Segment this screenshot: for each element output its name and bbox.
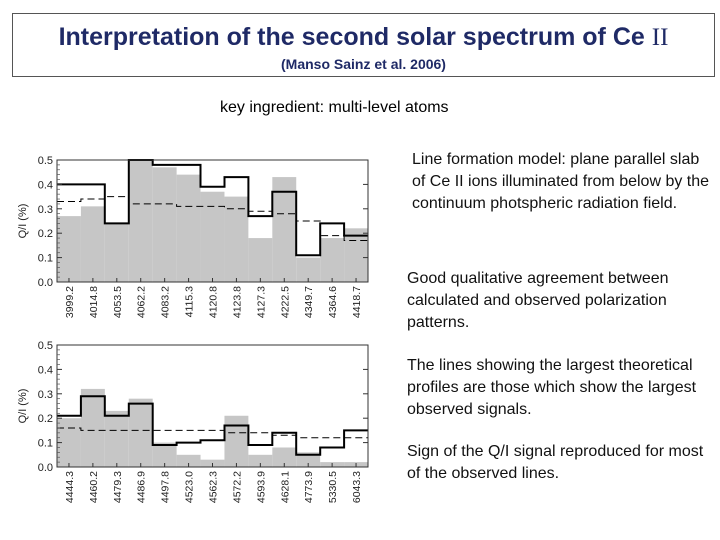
top-chart-observed-bar [272, 177, 297, 282]
top-chart-y-tick-label: 0.1 [38, 253, 53, 265]
top-chart-observed-bar [152, 167, 177, 282]
bottom-chart-y-tick-label: 0.0 [38, 462, 53, 474]
bottom-chart-y-tick-label: 0.2 [38, 413, 53, 425]
bottom-chart-x-tick-label: 4486.9 [136, 471, 148, 503]
bottom-chart-observed-bar [272, 447, 297, 467]
top-chart-x-tick-label: 4083.2 [160, 286, 172, 318]
bottom-chart-x-tick-label: 4479.3 [112, 471, 124, 503]
top-chart-theory-solid-line [57, 159, 368, 257]
bottom-chart-x-tick-label: 4593.9 [255, 471, 267, 503]
top-chart-x-tick-label: 4222.5 [279, 286, 291, 318]
top-chart-x-tick-label: 4364.6 [327, 286, 339, 318]
bottom-chart-observed-bar [248, 454, 273, 467]
top-chart-x-tick-label: 4127.3 [255, 286, 267, 318]
page-title-text: Interpretation of the second solar spect… [58, 23, 645, 51]
bottom-chart-observed-bar [104, 410, 129, 467]
top-chart-observed-bar [344, 228, 368, 282]
bottom-chart-observed-bar [296, 452, 321, 467]
bottom-chart-y-tick-label: 0.4 [38, 364, 53, 376]
bottom-chart-x-tick-label: 4460.2 [88, 471, 100, 503]
top-chart-observed-bar [224, 196, 249, 282]
top-chart-y-tick-label: 0.5 [38, 155, 53, 167]
bottom-chart-observed-bar [80, 388, 105, 467]
bottom-chart-observed-bar [57, 418, 81, 467]
page-title: Interpretation of the second solar spect… [13, 23, 714, 52]
bottom-chart-y-tick-label: 0.3 [38, 389, 53, 401]
bottom-chart-y-axis-label: Q/I (%) [17, 389, 29, 424]
top-chart-observed-bar [200, 191, 225, 282]
largest-signals-paragraph: The lines showing the largest theoretica… [407, 357, 697, 418]
top-chart-x-tick-label: 4115.3 [184, 286, 196, 317]
top-chart-observed-bar [57, 216, 81, 282]
top-chart-x-tick-label: 4062.2 [136, 286, 148, 318]
top-chart-y-tick-label: 0.4 [38, 179, 53, 191]
top-chart-observed-bar [104, 223, 129, 282]
bottom-chart-x-tick-label: 6043.3 [351, 471, 363, 503]
bottom-chart-observed-bar [176, 454, 201, 467]
top-chart-y-tick-label: 0.2 [38, 228, 53, 240]
key-ingredient-text: key ingredient: multi-level atoms [220, 99, 449, 116]
top-chart-y-axis-label: Q/I (%) [17, 204, 29, 239]
bottom-chart-x-tick-label: 4572.2 [231, 471, 243, 503]
bottom-chart-x-tick-label: 4444.3 [64, 471, 76, 503]
model-paragraph: Line formation model: plane parallel sla… [412, 151, 710, 212]
bottom-chart-x-tick-label: 4497.8 [160, 471, 172, 503]
sign-paragraph: Sign of the Q/I signal reproduced for mo… [407, 443, 704, 482]
bottom-chart-y-tick-label: 0.5 [38, 340, 53, 352]
top-chart-observed-bar [128, 160, 153, 282]
bottom-chart-observed-bar [152, 442, 177, 467]
chart-top: 0.0 0.1 0.2 0.3 0.4 0.5 Q/I (%) 3999.2 4014.8 405… [17, 155, 369, 318]
top-chart-y-tick-label: 0.0 [38, 277, 53, 289]
top-chart-observed-bar [296, 257, 321, 282]
top-chart-observed-bar [320, 238, 345, 282]
top-chart-x-tick-label: 4014.8 [88, 286, 100, 318]
bottom-chart-observed-bar [224, 415, 249, 467]
bottom-chart-x-tick-label: 4773.9 [303, 471, 315, 503]
top-chart-observed-bar [248, 238, 273, 282]
page-subtitle: (Manso Sainz et al. 2006) [281, 56, 446, 72]
top-chart-observed-bar [80, 206, 105, 282]
agreement-paragraph: Good qualitative agreement between calcu… [407, 270, 669, 331]
top-chart-x-tick-label: 4120.8 [208, 286, 220, 318]
bottom-chart-x-tick-label: 4523.0 [184, 471, 196, 503]
top-chart-x-tick-label: 4053.5 [112, 286, 124, 318]
top-chart-observed-bar [176, 174, 201, 282]
bottom-chart-observed-bar [128, 398, 153, 467]
bottom-chart-x-tick-label: 4562.3 [208, 471, 220, 503]
top-chart-y-tick-label: 0.3 [38, 204, 53, 216]
chart-bottom: 0.0 0.1 0.2 0.3 0.4 0.5 Q/I (%) 4444.3 4460.2 447… [17, 340, 369, 503]
top-chart-x-tick-label: 4349.7 [303, 286, 315, 318]
bottom-chart-theory-solid-line [57, 395, 368, 456]
bottom-chart-y-tick-label: 0.1 [38, 438, 53, 450]
title-box: Interpretation of the second solar spect… [12, 13, 715, 77]
top-chart-x-tick-label: 3999.2 [64, 286, 76, 318]
bottom-chart-x-tick-label: 5330.5 [327, 471, 339, 503]
top-chart-x-tick-label: 4418.7 [351, 286, 363, 318]
page-title-roman-numeral: II [651, 24, 669, 51]
bottom-chart-x-tick-label: 4628.1 [279, 471, 291, 503]
top-chart-x-tick-label: 4123.8 [231, 286, 243, 318]
